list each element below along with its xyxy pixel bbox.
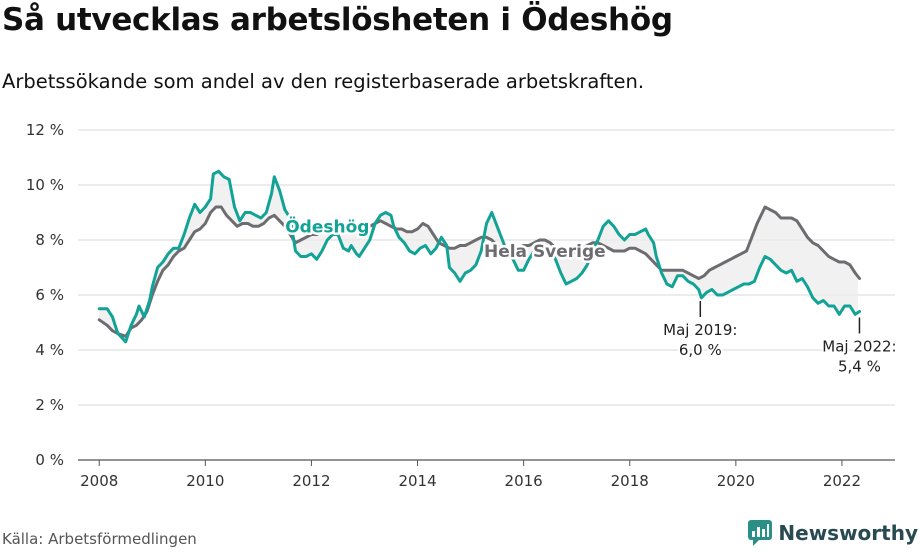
series-label-national: Hela Sverige <box>484 242 606 262</box>
annotations: Maj 2019: 6,0 % Maj 2022: 5,4 % <box>661 301 899 378</box>
x-tick-label: 2020 <box>717 472 755 490</box>
series-line-local <box>97 169 861 344</box>
brand-logo[interactable]: Newsworthy <box>748 520 918 546</box>
series-label-local: Ödeshög <box>285 215 369 237</box>
y-tick-label: 10 % <box>26 176 64 194</box>
grid-lines <box>78 129 895 461</box>
chart-title: Så utvecklas arbetslösheten i Ödeshög <box>2 2 673 38</box>
annotation-text: Maj 2019: <box>663 321 737 339</box>
y-tick-label: 8 % <box>35 231 64 249</box>
series-lines <box>97 169 861 344</box>
y-tick-label: 4 % <box>35 341 64 359</box>
x-tick-label: 2022 <box>823 472 861 490</box>
line-chart: 2008 2010 2012 2014 2016 2018 2020 2022 0 % 2 % 4… <box>26 121 899 490</box>
x-tick-label: 2010 <box>186 472 224 490</box>
x-tick-label: 2016 <box>505 472 543 490</box>
y-tick-label: 12 % <box>26 121 64 139</box>
x-tick-label: 2014 <box>398 472 436 490</box>
annotation-text: 5,4 % <box>838 358 881 376</box>
y-axis: 0 % 2 % 4 % 6 % 8 % 10 % 12 % <box>26 121 64 469</box>
annotation-text: Maj 2022: <box>822 338 896 356</box>
y-tick-label: 2 % <box>35 396 64 414</box>
source-note: Källa: Arbetsförmedlingen <box>2 530 197 548</box>
series-labels: Ödeshög Hela Sverige <box>283 213 609 265</box>
y-tick-label: 6 % <box>35 286 64 304</box>
x-tick-label: 2018 <box>611 472 649 490</box>
x-axis: 2008 2010 2012 2014 2016 2018 2020 2022 <box>80 460 861 490</box>
newsworthy-logo-icon <box>748 520 773 546</box>
chart-subtitle: Arbetssökande som andel av den registerb… <box>2 70 645 93</box>
x-tick-label: 2012 <box>292 472 330 490</box>
x-tick-label: 2008 <box>80 472 118 490</box>
annotation-text: 6,0 % <box>679 341 722 359</box>
y-tick-label: 0 % <box>35 451 64 469</box>
brand-name: Newsworthy <box>778 521 918 545</box>
